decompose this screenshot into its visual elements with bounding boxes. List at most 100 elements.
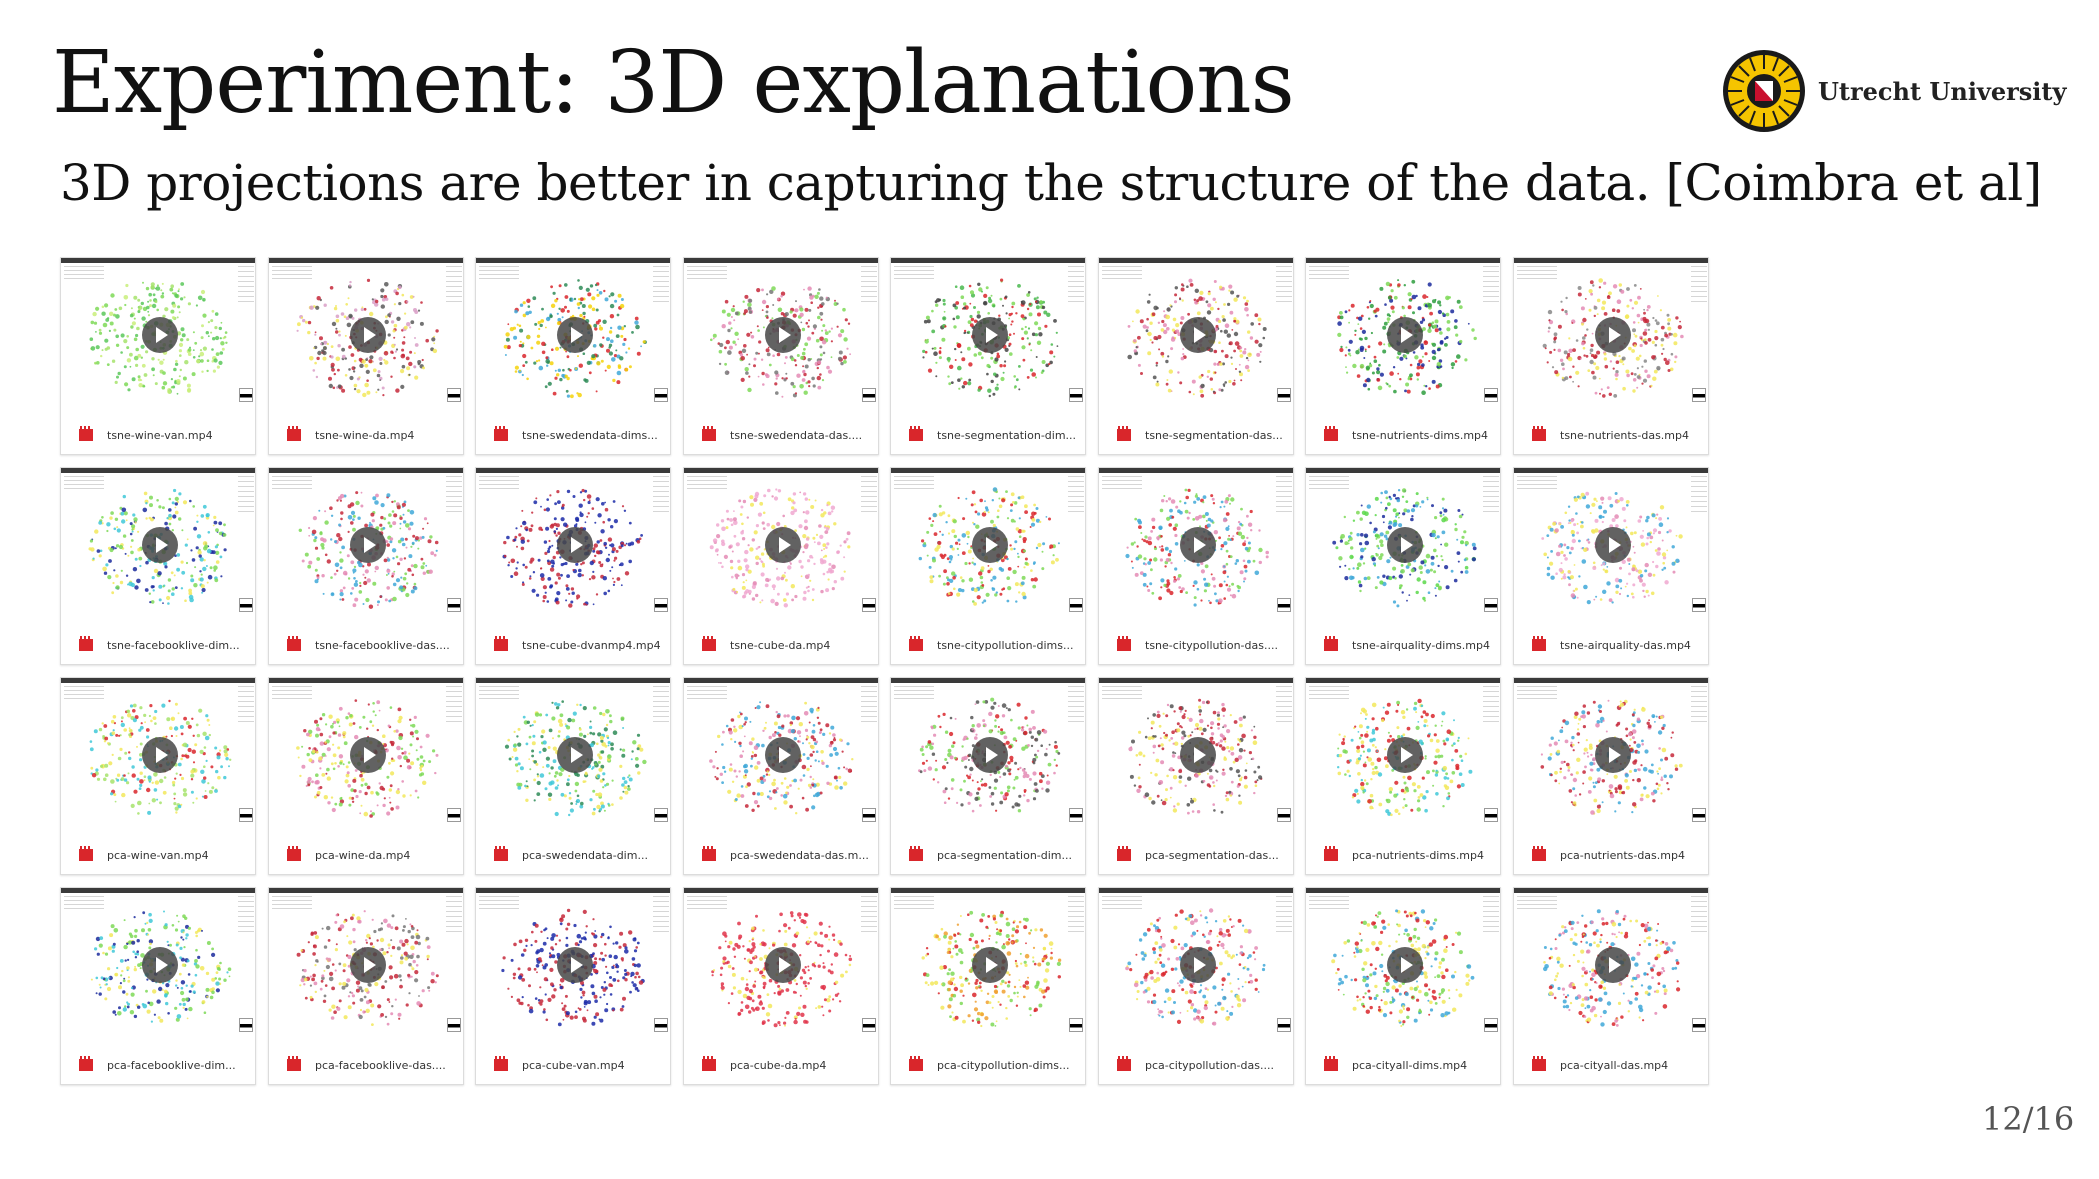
play-icon[interactable] bbox=[972, 317, 1008, 353]
video-tile[interactable]: tsne-facebooklive-das.... bbox=[268, 467, 464, 665]
video-caption[interactable]: pca-wine-van.mp4 bbox=[61, 842, 255, 868]
video-thumbnail[interactable] bbox=[1099, 258, 1293, 414]
play-icon[interactable] bbox=[1180, 737, 1216, 773]
video-thumbnail[interactable] bbox=[476, 468, 670, 624]
video-thumbnail[interactable] bbox=[1099, 678, 1293, 834]
play-icon[interactable] bbox=[142, 947, 178, 983]
play-icon[interactable] bbox=[1387, 527, 1423, 563]
play-icon[interactable] bbox=[142, 527, 178, 563]
video-tile[interactable]: pca-citypollution-dims... bbox=[890, 887, 1086, 1085]
video-tile[interactable]: tsne-facebooklive-dim... bbox=[60, 467, 256, 665]
video-caption[interactable]: pca-citypollution-dims... bbox=[891, 1052, 1085, 1078]
video-caption[interactable]: pca-nutrients-dims.mp4 bbox=[1306, 842, 1500, 868]
play-icon[interactable] bbox=[557, 947, 593, 983]
play-icon[interactable] bbox=[1180, 947, 1216, 983]
video-caption[interactable]: tsne-cube-da.mp4 bbox=[684, 632, 878, 658]
video-tile[interactable]: tsne-airquality-das.mp4 bbox=[1513, 467, 1709, 665]
video-thumbnail[interactable] bbox=[1306, 258, 1500, 414]
video-tile[interactable]: tsne-wine-da.mp4 bbox=[268, 257, 464, 455]
video-caption[interactable]: tsne-facebooklive-dim... bbox=[61, 632, 255, 658]
video-thumbnail[interactable] bbox=[61, 888, 255, 1044]
video-thumbnail[interactable] bbox=[684, 678, 878, 834]
video-caption[interactable]: tsne-wine-van.mp4 bbox=[61, 422, 255, 448]
video-caption[interactable]: pca-swedendata-das.m... bbox=[684, 842, 878, 868]
video-tile[interactable]: pca-facebooklive-dim... bbox=[60, 887, 256, 1085]
play-icon[interactable] bbox=[765, 947, 801, 983]
play-icon[interactable] bbox=[1387, 947, 1423, 983]
video-caption[interactable]: tsne-airquality-das.mp4 bbox=[1514, 632, 1708, 658]
video-caption[interactable]: tsne-airquality-dims.mp4 bbox=[1306, 632, 1500, 658]
video-tile[interactable]: pca-cube-van.mp4 bbox=[475, 887, 671, 1085]
video-tile[interactable]: pca-cityall-dims.mp4 bbox=[1305, 887, 1501, 1085]
play-icon[interactable] bbox=[972, 737, 1008, 773]
video-tile[interactable]: tsne-cube-dvanmp4.mp4 bbox=[475, 467, 671, 665]
play-icon[interactable] bbox=[350, 527, 386, 563]
video-caption[interactable]: pca-cityall-dims.mp4 bbox=[1306, 1052, 1500, 1078]
video-thumbnail[interactable] bbox=[1514, 468, 1708, 624]
video-thumbnail[interactable] bbox=[1099, 468, 1293, 624]
video-caption[interactable]: pca-nutrients-das.mp4 bbox=[1514, 842, 1708, 868]
video-tile[interactable]: tsne-citypollution-dims... bbox=[890, 467, 1086, 665]
video-caption[interactable]: pca-facebooklive-dim... bbox=[61, 1052, 255, 1078]
video-caption[interactable]: pca-cube-da.mp4 bbox=[684, 1052, 878, 1078]
video-caption[interactable]: tsne-cube-dvanmp4.mp4 bbox=[476, 632, 670, 658]
video-tile[interactable]: pca-segmentation-das... bbox=[1098, 677, 1294, 875]
video-tile[interactable]: tsne-wine-van.mp4 bbox=[60, 257, 256, 455]
play-icon[interactable] bbox=[1180, 317, 1216, 353]
video-tile[interactable]: tsne-cube-da.mp4 bbox=[683, 467, 879, 665]
video-thumbnail[interactable] bbox=[476, 888, 670, 1044]
video-caption[interactable]: pca-facebooklive-das.... bbox=[269, 1052, 463, 1078]
video-caption[interactable]: pca-citypollution-das.... bbox=[1099, 1052, 1293, 1078]
video-tile[interactable]: tsne-airquality-dims.mp4 bbox=[1305, 467, 1501, 665]
play-icon[interactable] bbox=[557, 737, 593, 773]
video-thumbnail[interactable] bbox=[684, 468, 878, 624]
video-tile[interactable]: tsne-swedendata-das.... bbox=[683, 257, 879, 455]
video-caption[interactable]: tsne-wine-da.mp4 bbox=[269, 422, 463, 448]
video-thumbnail[interactable] bbox=[1514, 258, 1708, 414]
video-thumbnail[interactable] bbox=[891, 468, 1085, 624]
video-caption[interactable]: pca-swedendata-dim... bbox=[476, 842, 670, 868]
video-thumbnail[interactable] bbox=[1306, 468, 1500, 624]
video-thumbnail[interactable] bbox=[269, 888, 463, 1044]
video-caption[interactable]: tsne-facebooklive-das.... bbox=[269, 632, 463, 658]
video-tile[interactable]: tsne-segmentation-dim... bbox=[890, 257, 1086, 455]
video-thumbnail[interactable] bbox=[61, 258, 255, 414]
play-icon[interactable] bbox=[350, 737, 386, 773]
video-tile[interactable]: pca-nutrients-dims.mp4 bbox=[1305, 677, 1501, 875]
video-tile[interactable]: tsne-segmentation-das... bbox=[1098, 257, 1294, 455]
video-tile[interactable]: pca-wine-van.mp4 bbox=[60, 677, 256, 875]
video-thumbnail[interactable] bbox=[684, 258, 878, 414]
video-thumbnail[interactable] bbox=[1514, 678, 1708, 834]
video-caption[interactable]: pca-cityall-das.mp4 bbox=[1514, 1052, 1708, 1078]
video-tile[interactable]: pca-swedendata-dim... bbox=[475, 677, 671, 875]
video-caption[interactable]: tsne-citypollution-das.... bbox=[1099, 632, 1293, 658]
video-thumbnail[interactable] bbox=[1306, 888, 1500, 1044]
video-caption[interactable]: tsne-segmentation-das... bbox=[1099, 422, 1293, 448]
play-icon[interactable] bbox=[1180, 527, 1216, 563]
video-thumbnail[interactable] bbox=[476, 678, 670, 834]
video-thumbnail[interactable] bbox=[891, 258, 1085, 414]
video-caption[interactable]: tsne-nutrients-das.mp4 bbox=[1514, 422, 1708, 448]
video-tile[interactable]: pca-citypollution-das.... bbox=[1098, 887, 1294, 1085]
video-tile[interactable]: tsne-nutrients-dims.mp4 bbox=[1305, 257, 1501, 455]
video-thumbnail[interactable] bbox=[61, 678, 255, 834]
video-caption[interactable]: pca-segmentation-das... bbox=[1099, 842, 1293, 868]
video-caption[interactable]: tsne-nutrients-dims.mp4 bbox=[1306, 422, 1500, 448]
video-tile[interactable]: pca-nutrients-das.mp4 bbox=[1513, 677, 1709, 875]
video-thumbnail[interactable] bbox=[891, 888, 1085, 1044]
video-thumbnail[interactable] bbox=[891, 678, 1085, 834]
play-icon[interactable] bbox=[557, 527, 593, 563]
video-tile[interactable]: pca-wine-da.mp4 bbox=[268, 677, 464, 875]
play-icon[interactable] bbox=[765, 527, 801, 563]
video-caption[interactable]: tsne-swedendata-dims... bbox=[476, 422, 670, 448]
video-thumbnail[interactable] bbox=[684, 888, 878, 1044]
video-thumbnail[interactable] bbox=[1099, 888, 1293, 1044]
video-thumbnail[interactable] bbox=[269, 468, 463, 624]
video-thumbnail[interactable] bbox=[1306, 678, 1500, 834]
video-tile[interactable]: tsne-swedendata-dims... bbox=[475, 257, 671, 455]
play-icon[interactable] bbox=[1595, 527, 1631, 563]
video-tile[interactable]: pca-cityall-das.mp4 bbox=[1513, 887, 1709, 1085]
play-icon[interactable] bbox=[1387, 737, 1423, 773]
play-icon[interactable] bbox=[765, 737, 801, 773]
play-icon[interactable] bbox=[557, 317, 593, 353]
